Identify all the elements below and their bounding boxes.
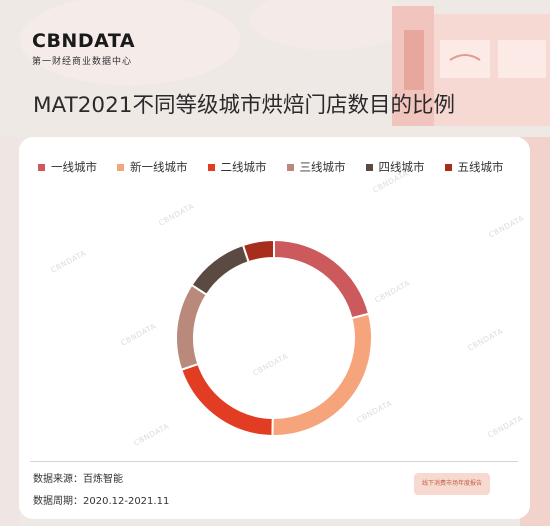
donut-slice-6: [241, 238, 275, 264]
footer-divider: [30, 461, 518, 462]
donut-chart: [175, 238, 373, 438]
donut-slice-1: [273, 238, 371, 320]
brand-logo: CBNDATA: [32, 30, 136, 52]
legend-swatch: [117, 163, 124, 171]
data-source: 数据来源：百炼智能: [33, 474, 123, 485]
donut-slice-4: [175, 283, 209, 372]
legend-item: 四线城市: [365, 159, 425, 175]
legend-label: 一线城市: [51, 160, 97, 174]
report-badge: 线下消费市场年度报告: [414, 473, 490, 495]
legend-item: 三线城市: [286, 159, 346, 175]
legend-item: 二线城市: [207, 159, 267, 175]
legend-label: 三线城市: [299, 160, 346, 174]
legend-label: 二线城市: [220, 160, 267, 174]
bg-window: [440, 40, 490, 78]
chart-card: 一线城市 新一线城市 二线城市 三线城市 四线城市 五线城市 CBNDATA CBNDAT…: [19, 137, 530, 519]
bg-cloud: [20, 0, 240, 85]
page-title: MAT2021不同等级城市烘焙门店数目的比例: [33, 93, 455, 118]
brand-subtitle: 第一财经商业数据中心: [32, 57, 133, 67]
donut-slice-5: [190, 243, 250, 297]
legend-label: 新一线城市: [130, 160, 188, 174]
legend-item: 五线城市: [444, 159, 504, 175]
legend-swatch: [207, 163, 215, 171]
bg-sign: [404, 30, 424, 90]
legend-swatch: [38, 163, 45, 171]
legend-label: 五线城市: [457, 160, 504, 174]
legend-item: 新一线城市: [117, 159, 188, 175]
bg-cloud: [250, 0, 410, 50]
bg-side: [0, 137, 19, 526]
legend-swatch: [444, 163, 452, 171]
donut-slice-2: [271, 312, 373, 437]
legend-label: 四线城市: [378, 160, 425, 174]
bg-window: [498, 40, 546, 78]
donut-slice-3: [180, 362, 274, 438]
chart-legend: 一线城市 新一线城市 二线城市 三线城市 四线城市 五线城市: [38, 159, 524, 175]
data-period: 数据周期：2020.12-2021.11: [33, 496, 170, 507]
legend-item: 一线城市: [38, 159, 97, 175]
brand: CBNDATA 第一财经商业数据中心: [32, 30, 135, 67]
legend-swatch: [365, 163, 373, 171]
legend-swatch: [286, 163, 294, 171]
bg-bowl: [449, 54, 481, 61]
